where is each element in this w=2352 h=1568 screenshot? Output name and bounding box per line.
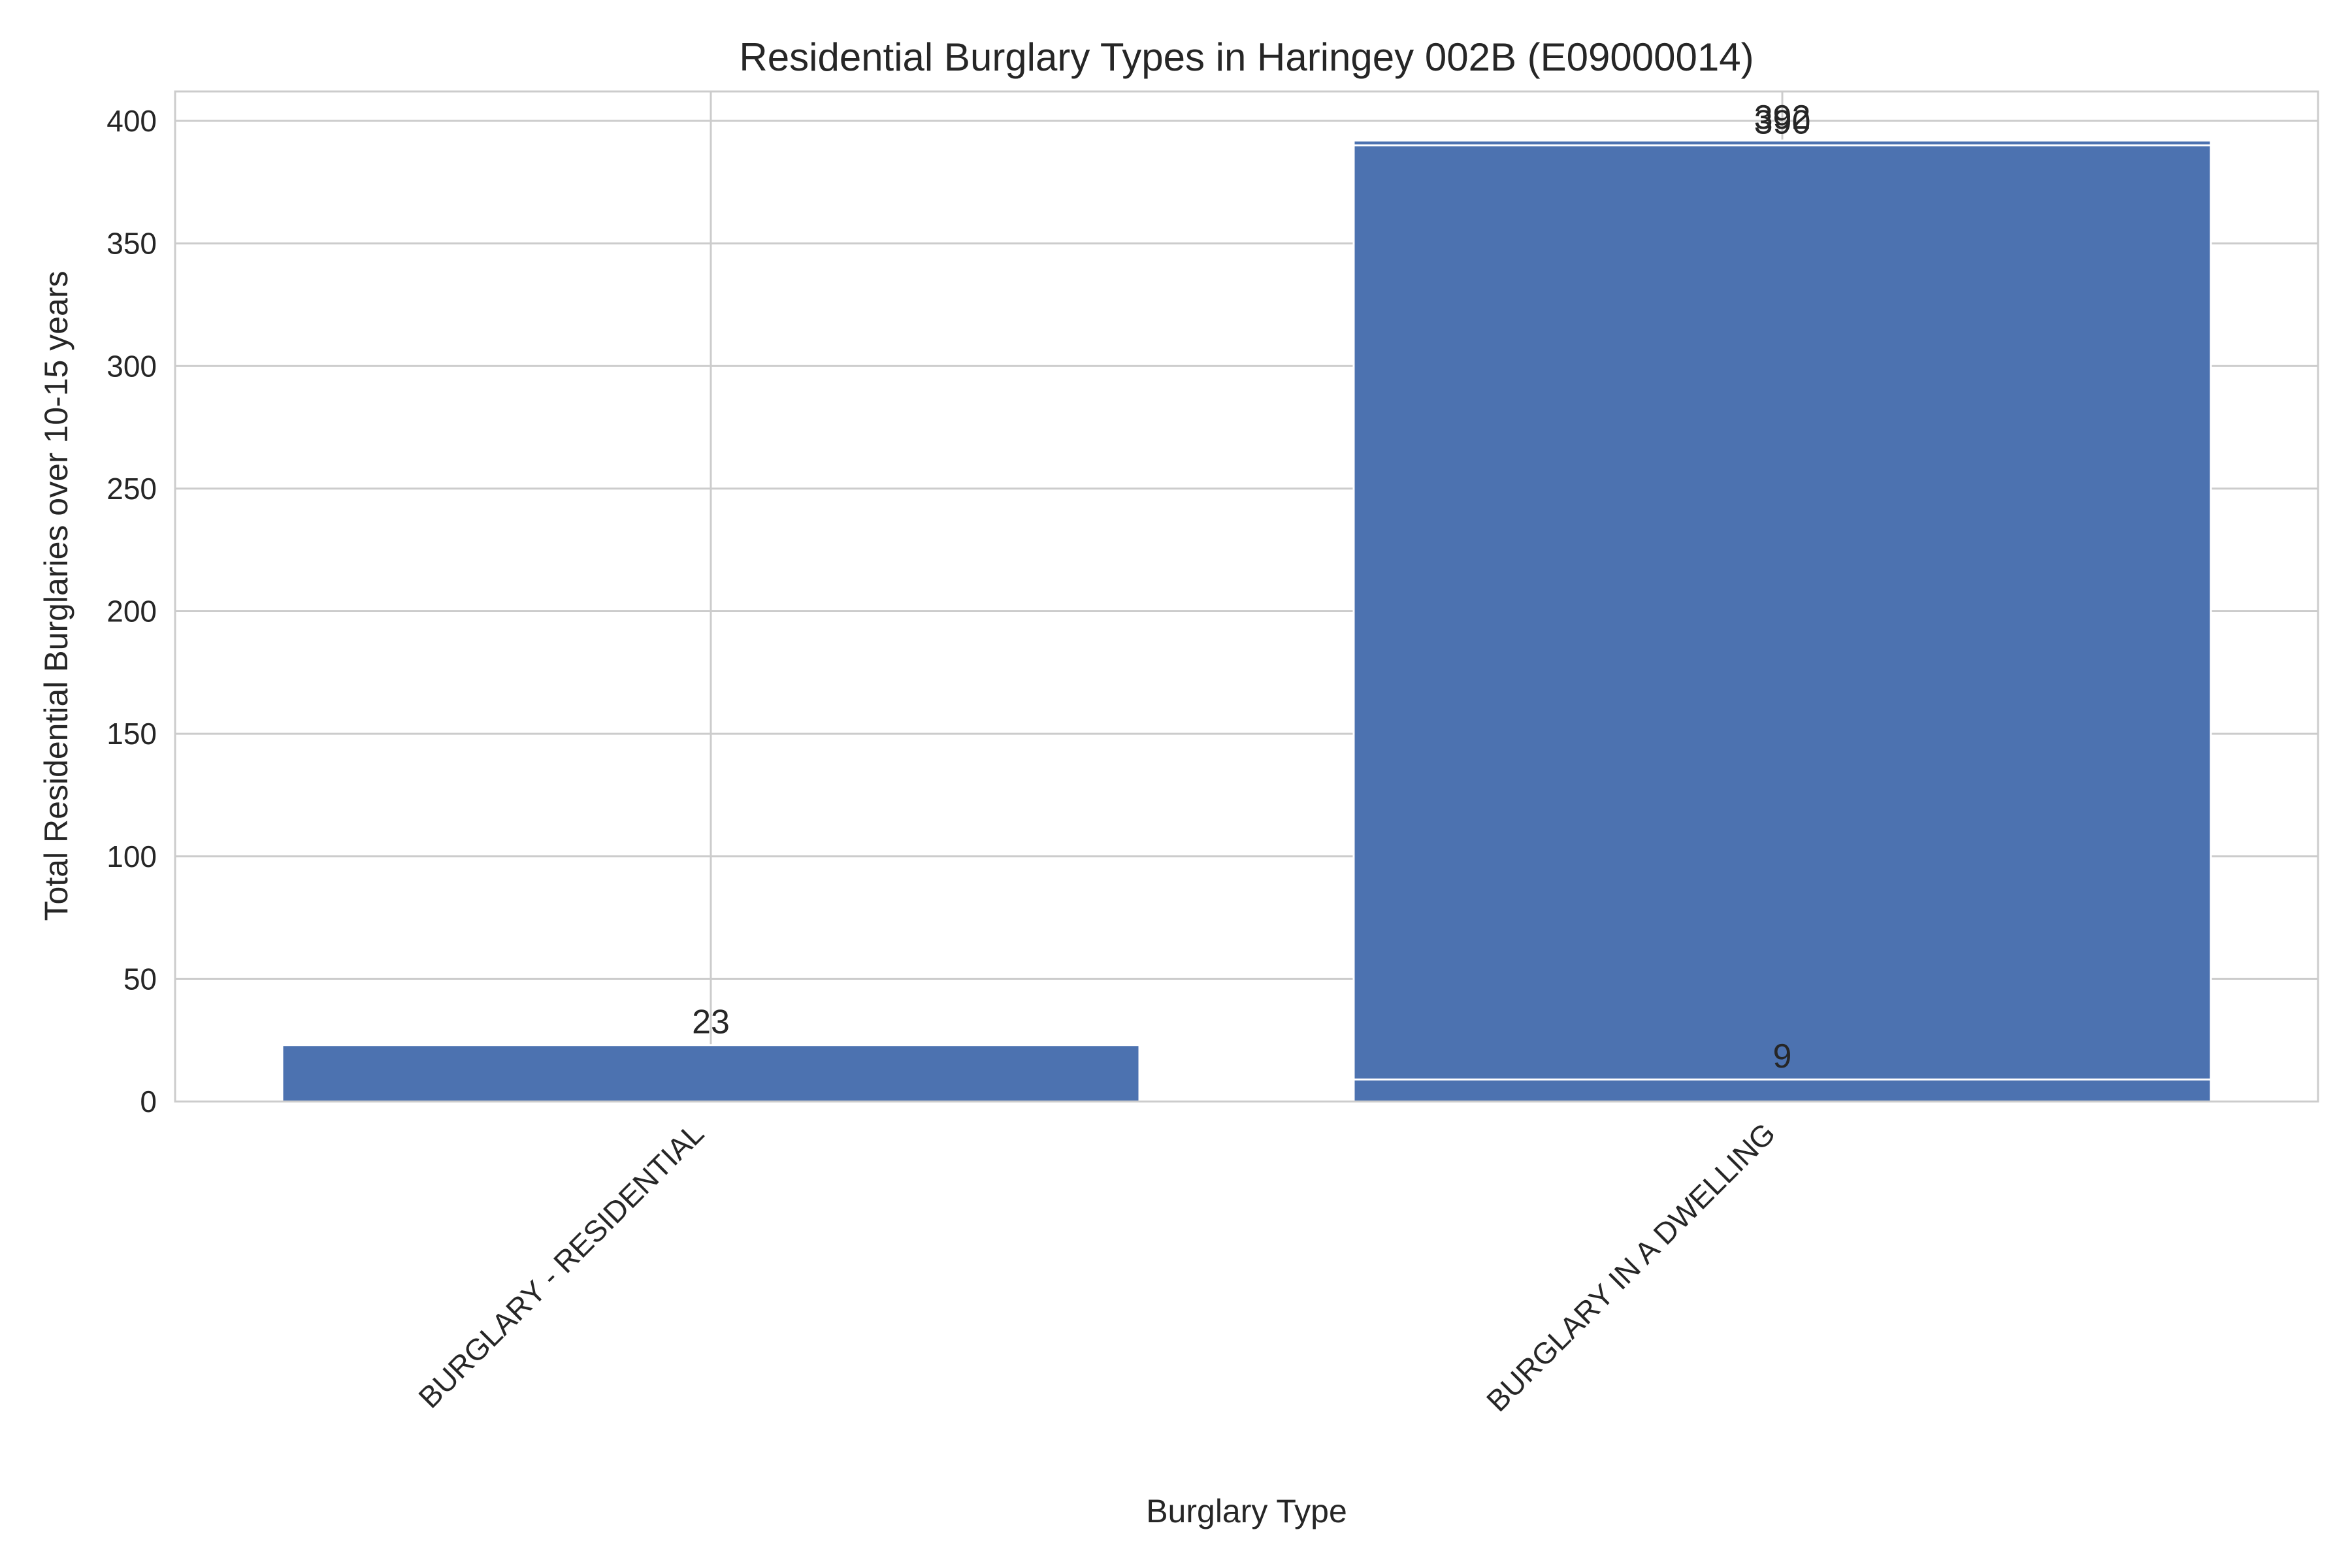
y-tick-label: 400 [106, 104, 157, 138]
y-tick-label: 100 [106, 840, 157, 874]
bar [281, 1044, 1141, 1103]
y-tick-label: 50 [123, 962, 157, 996]
y-tick-label: 300 [106, 349, 157, 383]
chart-title: Residential Burglary Types in Haringey 0… [739, 35, 1754, 79]
x-axis-label: Burglary Type [1146, 1493, 1347, 1529]
y-tick-label: 150 [106, 717, 157, 751]
bar-value-label: 9 [1773, 1037, 1792, 1075]
bar [1352, 1078, 2212, 1103]
y-tick-label: 250 [106, 472, 157, 506]
y-tick-labels: 0 50 100 150 200 250 300 350 400 [106, 104, 157, 1119]
bar [1352, 144, 2212, 1103]
plot-frame [174, 90, 2319, 1103]
bar-value-label: 23 [692, 1004, 730, 1041]
y-tick-label: 200 [106, 595, 157, 629]
y-tick-label: 0 [140, 1085, 157, 1119]
y-tick-label: 350 [106, 227, 157, 261]
bars-group [281, 139, 2212, 1103]
bar-value-label: 390 [1754, 104, 1811, 142]
y-axis-label: Total Residential Burglaries over 10-15 … [38, 271, 74, 921]
bar-value-label: 392 [1754, 99, 1811, 137]
